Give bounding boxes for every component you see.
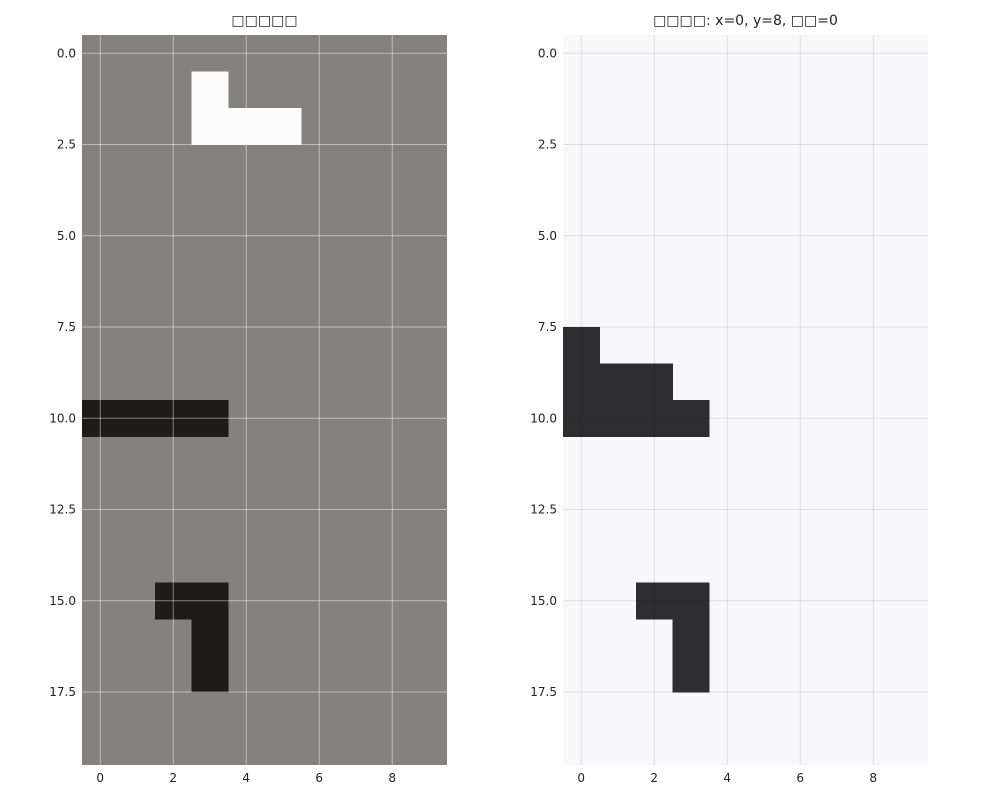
heatmap-cell [672,619,710,656]
x-tick-label: 6 [796,771,804,785]
heatmap-cell [191,71,229,109]
heatmap-cell [118,400,156,437]
heatmap-cell [191,619,229,656]
chart-title: □□□□: x=0, y=8, □□=0 [653,13,838,29]
heatmap-cell [264,108,302,145]
heatmap-cell [563,400,600,437]
chart-title: □□□□□ [231,13,297,29]
y-tick-label: 2.5 [538,138,557,152]
y-tick-label: 5.0 [57,229,76,243]
heatmap-cell [636,582,673,620]
y-tick-label: 10.0 [49,411,76,425]
x-tick-label: 0 [96,771,104,785]
x-tick-label: 4 [723,771,731,785]
heatmap-cell [191,655,229,693]
y-tick-label: 12.5 [530,503,557,517]
y-tick-label: 15.0 [49,594,76,608]
x-tick-label: 0 [577,771,585,785]
y-tick-label: 7.5 [538,320,557,334]
y-tick-label: 0.0 [538,46,557,60]
heatmap-cell [191,400,229,437]
heatmap-cell [155,582,192,620]
y-tick-label: 5.0 [538,229,557,243]
heatmap-cell [191,108,229,145]
y-tick-label: 15.0 [530,594,557,608]
x-tick-label: 8 [388,771,396,785]
heatmap-cell [599,363,637,401]
x-tick-label: 4 [242,771,250,785]
y-tick-label: 2.5 [57,138,76,152]
y-tick-label: 17.5 [530,685,557,699]
heatmap-cell [563,327,600,364]
y-tick-label: 17.5 [49,685,76,699]
y-tick-label: 0.0 [57,46,76,60]
heatmap-cell [599,400,637,437]
heatmap-cell [672,582,710,620]
x-tick-label: 6 [315,771,323,785]
heatmap-cell [155,400,192,437]
y-tick-label: 10.0 [530,411,557,425]
x-tick-label: 8 [869,771,877,785]
heatmap-cell [636,400,673,437]
heatmap-cell [672,400,710,437]
right-panel: 0 2 4 6 8 0.0 2.5 5.0 7.5 10.0 12.5 15.0 17.5 □□□□: x… [530,13,928,785]
heatmap-cell [563,363,600,401]
y-tick-label: 12.5 [49,503,76,517]
heatmap-cell [82,400,119,437]
left-panel: 0 2 4 6 8 0.0 2.5 5.0 7.5 10.0 12.5 15.0 17.5 □□□□□ [49,13,447,785]
heatmap-cell [672,655,710,693]
y-tick-label: 7.5 [57,320,76,334]
x-tick-label: 2 [650,771,658,785]
x-tick-label: 2 [169,771,177,785]
heatmap-cell [228,108,265,145]
heatmap-cell [636,363,673,401]
heatmap-cell [191,582,229,620]
